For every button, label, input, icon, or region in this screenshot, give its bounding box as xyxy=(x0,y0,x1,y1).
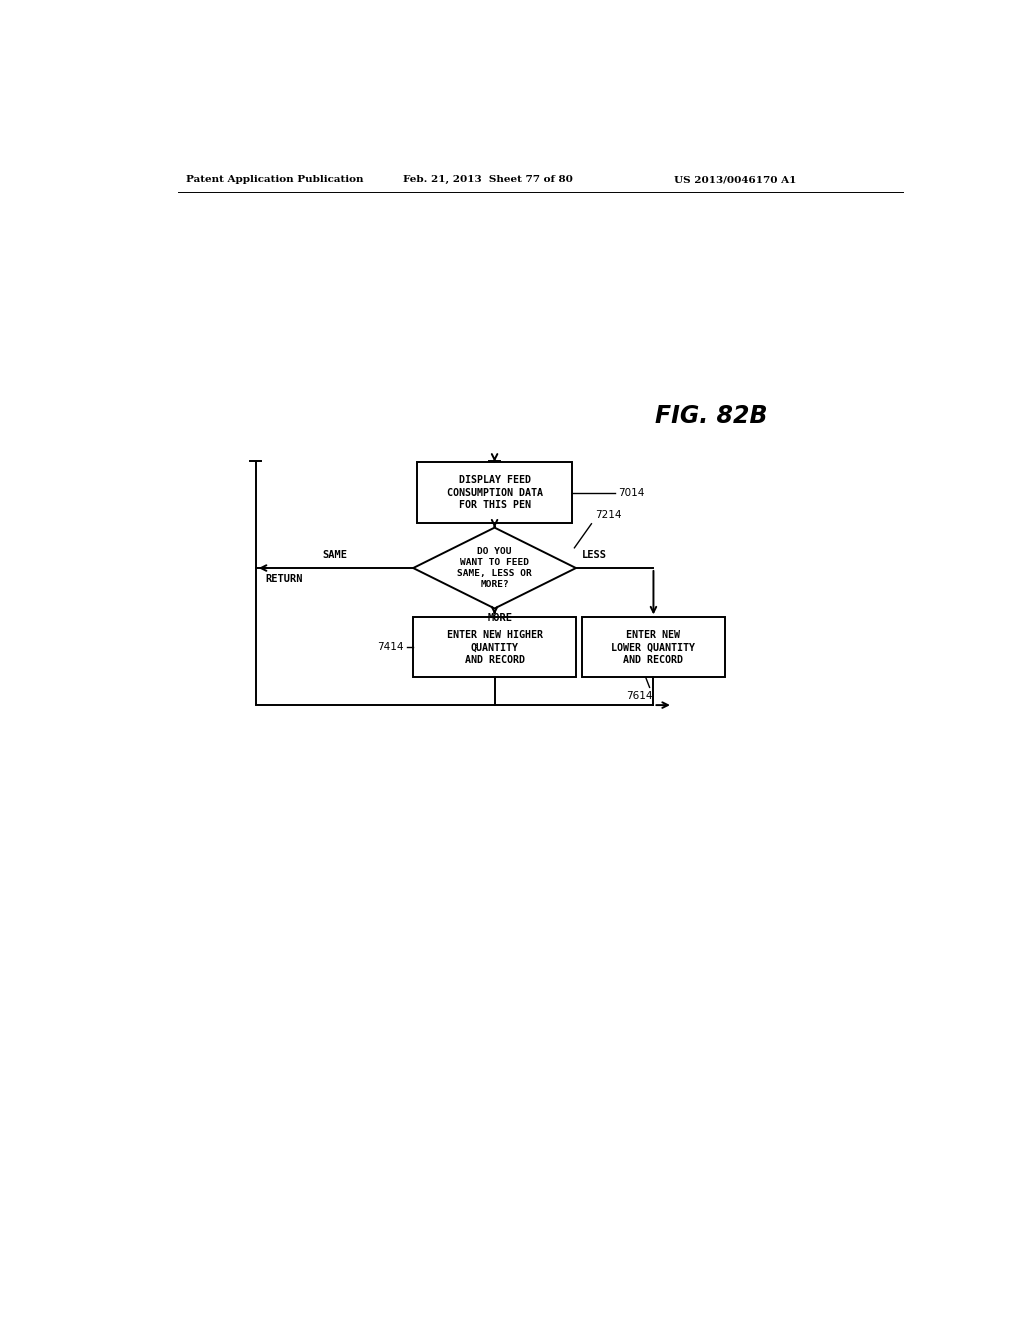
Text: 7014: 7014 xyxy=(617,487,644,498)
Text: SAME: SAME xyxy=(322,550,347,561)
Bar xyxy=(417,462,572,524)
Text: FIG. 82B: FIG. 82B xyxy=(655,404,768,429)
Text: RETURN: RETURN xyxy=(265,574,303,585)
Text: US 2013/0046170 A1: US 2013/0046170 A1 xyxy=(675,176,797,185)
Text: Feb. 21, 2013  Sheet 77 of 80: Feb. 21, 2013 Sheet 77 of 80 xyxy=(403,176,573,185)
Text: 7414: 7414 xyxy=(378,643,403,652)
Text: MORE: MORE xyxy=(487,612,512,623)
Text: DO YOU
WANT TO FEED
SAME, LESS OR
MORE?: DO YOU WANT TO FEED SAME, LESS OR MORE? xyxy=(457,546,531,589)
Text: DISPLAY FEED
CONSUMPTION DATA
FOR THIS PEN: DISPLAY FEED CONSUMPTION DATA FOR THIS P… xyxy=(446,475,543,510)
Bar xyxy=(414,618,575,677)
Text: Patent Application Publication: Patent Application Publication xyxy=(186,176,364,185)
Text: LESS: LESS xyxy=(583,550,607,561)
Polygon shape xyxy=(414,528,575,609)
Text: 7614: 7614 xyxy=(627,692,653,701)
Text: ENTER NEW HIGHER
QUANTITY
AND RECORD: ENTER NEW HIGHER QUANTITY AND RECORD xyxy=(446,630,543,665)
Text: 7214: 7214 xyxy=(595,510,622,520)
Text: ENTER NEW
LOWER QUANTITY
AND RECORD: ENTER NEW LOWER QUANTITY AND RECORD xyxy=(611,630,695,665)
Bar xyxy=(582,618,725,677)
